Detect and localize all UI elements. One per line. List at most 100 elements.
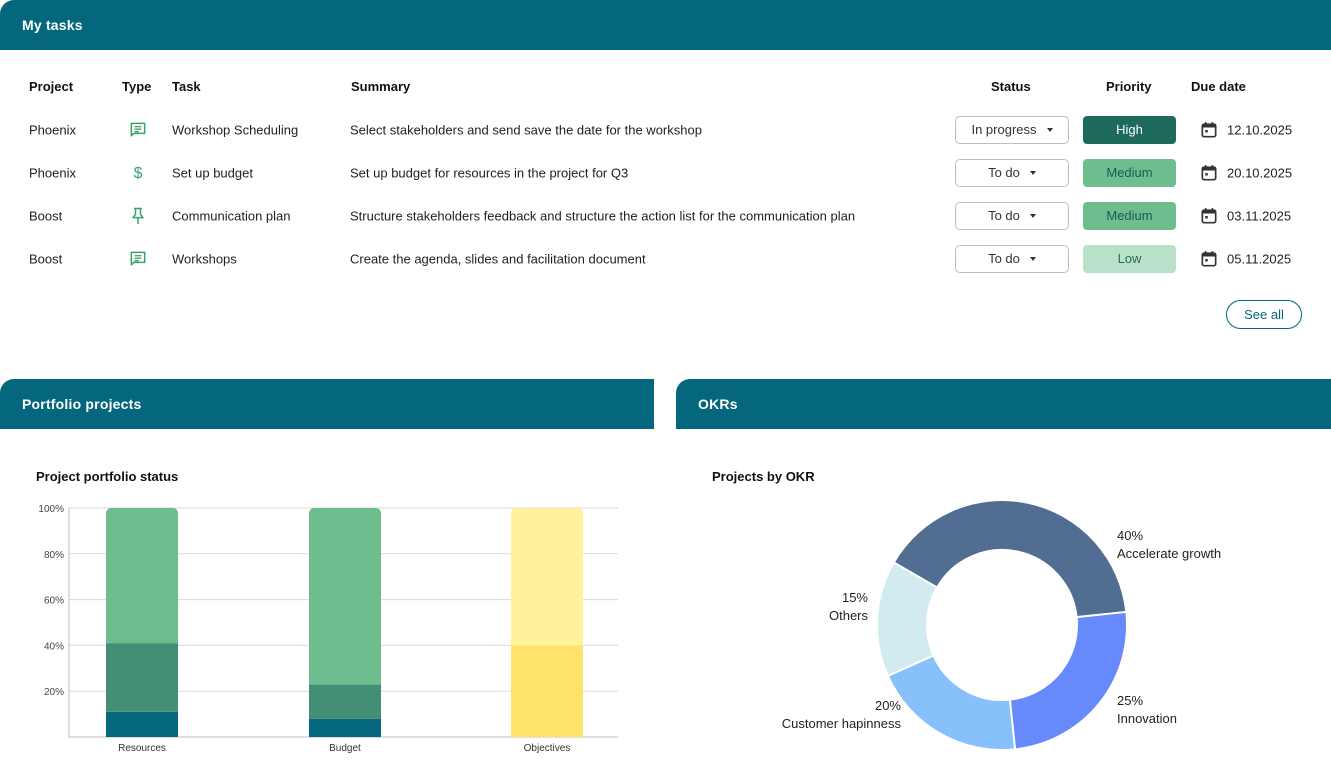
my-tasks-header: My tasks: [0, 0, 1331, 50]
okr-slice-name: Innovation: [1117, 711, 1177, 726]
priority-badge[interactable]: Low: [1083, 244, 1176, 273]
due-date: 20.10.2025: [1227, 165, 1293, 180]
pin-icon: [127, 205, 149, 227]
priority-value: Medium: [1106, 165, 1153, 180]
portfolio-projects-title: Portfolio projects: [22, 396, 142, 412]
priority-badge[interactable]: High: [1083, 115, 1176, 144]
col-task: Task: [172, 79, 201, 94]
task-summary: Create the agenda, slides and facilitati…: [350, 251, 646, 266]
donut-slice-customer-hapinness[interactable]: [886, 654, 1017, 751]
donut-slice-accelerate-growth[interactable]: [892, 499, 1128, 619]
y-tick-label: 40%: [44, 641, 64, 652]
status-dropdown[interactable]: In progress: [955, 115, 1069, 144]
task-summary: Structure stakeholders feedback and stru…: [350, 208, 856, 223]
task-row[interactable]: Phoenix $ Set up budget Set up budget for r…: [0, 151, 1331, 194]
okr-slice-name: Customer hapinness: [781, 716, 901, 731]
okr-slice-name: Others: [828, 608, 868, 623]
task-project: Phoenix: [29, 165, 76, 180]
calendar-icon[interactable]: [1199, 120, 1219, 140]
svg-text:$: $: [134, 165, 143, 182]
x-tick-label: Objectives: [524, 743, 571, 754]
okrs-header: OKRs: [676, 379, 1331, 429]
x-tick-label: Resources: [118, 743, 166, 754]
task-row[interactable]: Boost Workshops Create the agenda, slides …: [0, 237, 1331, 280]
status-value: In progress: [971, 122, 1037, 137]
okr-slice-label: 15% Others: [829, 589, 868, 625]
calendar-icon[interactable]: [1199, 249, 1219, 269]
task-summary: Select stakeholders and send save the da…: [350, 122, 702, 137]
col-type: Type: [122, 79, 152, 94]
task-project: Boost: [29, 251, 63, 266]
calendar-icon[interactable]: [1199, 163, 1219, 183]
bar-segment-budget-0[interactable]: [309, 718, 381, 737]
projects-by-okr-chart: [876, 499, 1128, 751]
donut-slice-innovation[interactable]: [1008, 610, 1128, 751]
chat-icon: [127, 248, 149, 270]
portfolio-chart-title: Project portfolio status: [36, 469, 179, 484]
donut-slice-others[interactable]: [876, 561, 939, 678]
okr-slice-name: Accelerate growth: [1117, 546, 1222, 561]
task-summary: Set up budget for resources in the proje…: [350, 165, 629, 180]
task-name[interactable]: Workshops: [172, 251, 237, 266]
my-tasks-title: My tasks: [22, 17, 83, 33]
calendar-icon[interactable]: [1199, 206, 1219, 226]
bar-segment-budget-2[interactable]: [309, 508, 381, 685]
task-name[interactable]: Workshop Scheduling: [172, 122, 299, 137]
col-due-date: Due date: [1191, 79, 1246, 94]
status-value: To do: [988, 208, 1020, 223]
chart-axes: [68, 508, 618, 738]
bar-segment-resources-2[interactable]: [106, 508, 178, 644]
due-date: 03.11.2025: [1227, 208, 1292, 223]
priority-value: Low: [1117, 251, 1142, 266]
due-date: 12.10.2025: [1227, 122, 1293, 137]
bar-segment-objectives-0[interactable]: [511, 645, 583, 737]
okr-slice-label: 25% Innovation: [1117, 692, 1177, 728]
task-row[interactable]: Phoenix Workshop Scheduling Select stakeho…: [0, 108, 1331, 151]
task-name[interactable]: Set up budget: [172, 165, 253, 180]
okr-slice-percent: 40%: [1117, 528, 1144, 543]
okr-slice-percent: 15%: [841, 590, 868, 605]
status-value: To do: [988, 251, 1020, 266]
priority-value: High: [1116, 122, 1143, 137]
portfolio-projects-header: Portfolio projects: [0, 379, 654, 429]
bar-segment-objectives-1[interactable]: [511, 508, 583, 646]
caret-down-icon: [1046, 127, 1053, 132]
portfolio-status-chart: 20% 40% 60% 80% 100% Resources Budget Objective…: [38, 504, 618, 754]
caret-down-icon: [1029, 256, 1036, 261]
dollar-icon: $: [127, 162, 149, 184]
caret-down-icon: [1029, 213, 1036, 218]
status-dropdown[interactable]: To do: [955, 158, 1069, 187]
status-dropdown[interactable]: To do: [955, 244, 1069, 273]
task-name[interactable]: Communication plan: [172, 208, 291, 223]
priority-badge[interactable]: Medium: [1083, 201, 1176, 230]
due-date: 05.11.2025: [1227, 251, 1292, 266]
okr-chart-title: Projects by OKR: [712, 469, 815, 484]
task-project: Phoenix: [29, 122, 76, 137]
priority-badge[interactable]: Medium: [1083, 158, 1176, 187]
okrs-title: OKRs: [698, 396, 738, 412]
bar-segment-budget-1[interactable]: [309, 684, 381, 719]
bar-segment-resources-0[interactable]: [106, 711, 178, 737]
task-project: Boost: [29, 208, 63, 223]
y-tick-label: 100%: [38, 504, 64, 515]
y-tick-label: 60%: [44, 596, 64, 607]
col-status: Status: [991, 79, 1031, 94]
okr-slice-label: 40% Accelerate growth: [1117, 527, 1221, 563]
chat-icon: [127, 119, 149, 141]
task-row[interactable]: Boost Communication plan Structure stakeho…: [0, 194, 1331, 237]
okr-slice-percent: 25%: [1117, 693, 1144, 708]
x-tick-label: Budget: [329, 743, 361, 754]
bar-segment-resources-1[interactable]: [106, 643, 178, 712]
okr-slice-percent: 20%: [874, 698, 901, 713]
status-dropdown[interactable]: To do: [955, 201, 1069, 230]
col-project: Project: [29, 79, 74, 94]
y-tick-label: 80%: [44, 550, 64, 561]
status-value: To do: [988, 165, 1020, 180]
priority-value: Medium: [1106, 208, 1153, 223]
see-all-button[interactable]: See all: [1226, 300, 1302, 329]
y-tick-label: 20%: [44, 687, 64, 698]
col-priority: Priority: [1106, 79, 1152, 94]
okr-slice-label: 20% Customer hapinness: [782, 697, 901, 733]
caret-down-icon: [1029, 170, 1036, 175]
col-summary: Summary: [351, 79, 411, 94]
